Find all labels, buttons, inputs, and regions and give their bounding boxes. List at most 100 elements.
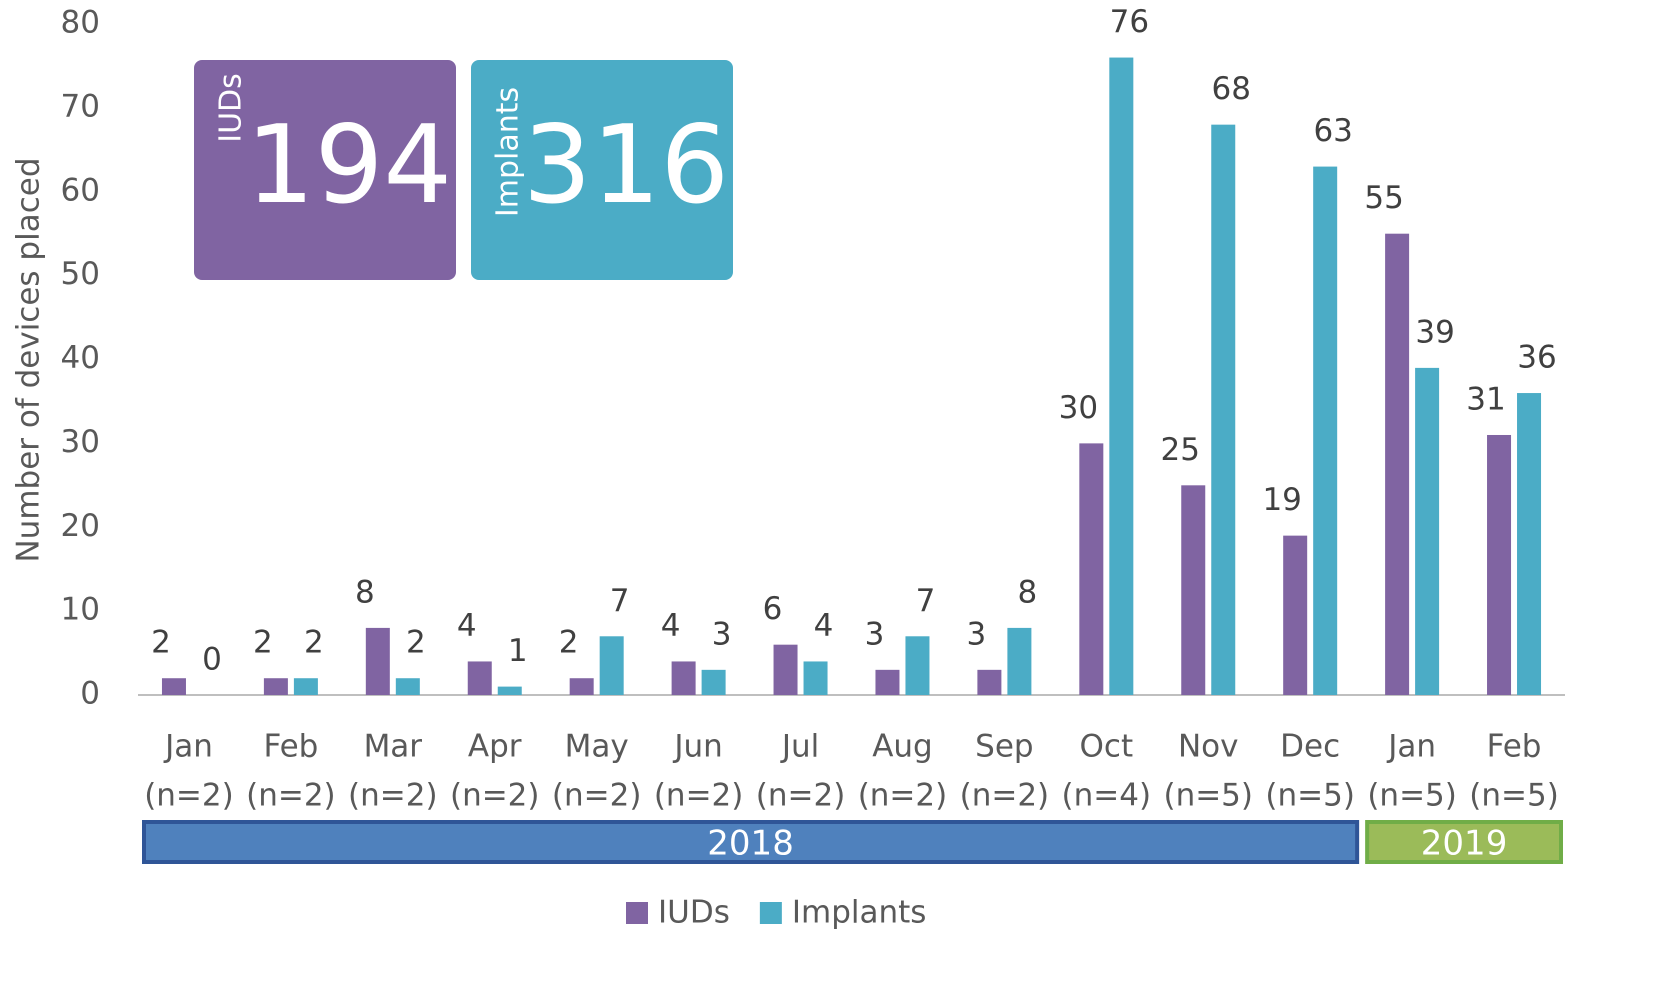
bar: [1517, 393, 1542, 695]
x-tick-label: (n=2): [246, 778, 336, 814]
x-tick-label: (n=4): [1062, 778, 1152, 814]
data-label: 4: [814, 608, 834, 644]
bar: [773, 644, 798, 695]
y-tick-label: 70: [61, 88, 100, 124]
bar: [161, 678, 186, 695]
legend-label: IUDs: [658, 895, 730, 931]
y-axis-label: Number of devices placed: [11, 157, 47, 562]
bar: [1079, 443, 1104, 695]
data-label: 3: [967, 616, 987, 652]
x-tick-label: Jul: [780, 729, 819, 765]
data-label: 4: [661, 608, 681, 644]
x-tick-label: Jan: [1386, 729, 1436, 765]
x-tick-label: (n=2): [348, 778, 438, 814]
year-bar: [1365, 820, 1563, 864]
x-tick-label: Oct: [1080, 729, 1134, 765]
legend-swatch: [759, 902, 782, 924]
x-tick-label: (n=2): [756, 778, 846, 814]
data-label: 2: [406, 625, 426, 661]
bar: [1385, 233, 1410, 695]
callout-label: Implants: [491, 87, 526, 217]
callout-value: 316: [523, 103, 729, 228]
bar: [1007, 627, 1032, 695]
bar: [569, 678, 594, 695]
bar: [1313, 166, 1338, 695]
y-tick-label: 50: [61, 256, 100, 292]
data-label: 36: [1517, 340, 1556, 376]
bar: [803, 661, 828, 695]
x-tick-label: (n=2): [858, 778, 948, 814]
bar: [497, 686, 522, 695]
x-tick-label: (n=5): [1163, 778, 1253, 814]
year-label: 2018: [707, 824, 794, 864]
data-label: 31: [1466, 381, 1505, 417]
data-label: 19: [1262, 482, 1301, 518]
data-label: 3: [865, 616, 885, 652]
x-tick-label: Sep: [975, 729, 1033, 765]
data-label: 8: [1018, 574, 1038, 610]
data-label: 2: [304, 625, 324, 661]
x-tick-label: (n=2): [144, 778, 234, 814]
data-label: 7: [916, 583, 936, 619]
data-label: 25: [1161, 432, 1200, 468]
callout-box: [194, 60, 456, 280]
y-tick-label: 80: [61, 5, 100, 41]
x-tick-label: Feb: [263, 729, 318, 765]
data-label: 30: [1059, 390, 1098, 426]
bar: [293, 678, 318, 695]
data-label: 2: [151, 625, 171, 661]
x-tick-label: (n=2): [654, 778, 744, 814]
y-tick-label: 20: [61, 508, 100, 544]
bar: [671, 661, 696, 695]
x-tick-label: (n=2): [960, 778, 1050, 814]
bar: [263, 678, 288, 695]
bar: [701, 669, 726, 695]
y-tick-label: 30: [61, 424, 100, 460]
bar: [1415, 367, 1440, 695]
data-label: 2: [559, 625, 579, 661]
bar: [1487, 434, 1512, 695]
y-tick-label: 40: [61, 340, 100, 376]
data-label: 68: [1212, 71, 1251, 107]
data-label: 7: [610, 583, 630, 619]
data-label: 3: [712, 616, 732, 652]
data-label: 4: [457, 608, 477, 644]
data-label: 39: [1415, 314, 1454, 350]
year-bar: [142, 820, 1360, 864]
bar: [1181, 485, 1206, 695]
x-tick-label: (n=5): [1265, 778, 1355, 814]
bar: [1109, 57, 1134, 696]
x-tick-label: Feb: [1487, 729, 1542, 765]
data-label: 2: [253, 625, 273, 661]
y-tick-label: 10: [61, 592, 100, 628]
bar: [467, 661, 492, 695]
x-tick-label: (n=5): [1367, 778, 1457, 814]
bar: [875, 669, 900, 695]
x-tick-label: Jun: [672, 729, 722, 765]
bar: [977, 669, 1002, 695]
y-tick-label: 60: [61, 172, 100, 208]
x-tick-label: Apr: [468, 729, 522, 765]
x-tick-label: Mar: [364, 729, 423, 765]
data-label: 63: [1313, 113, 1352, 149]
callout-box: [471, 60, 733, 280]
data-label: 0: [202, 642, 222, 678]
year-label: 2019: [1421, 824, 1508, 864]
data-label: 55: [1364, 180, 1403, 216]
bar: [1283, 535, 1308, 695]
bar: [1211, 124, 1236, 695]
callout-value: 194: [246, 103, 452, 228]
bar: [365, 627, 390, 695]
data-label: 1: [508, 633, 528, 669]
data-label: 76: [1110, 4, 1149, 40]
legend-label: Implants: [792, 895, 927, 931]
data-label: 6: [763, 591, 783, 627]
x-tick-label: (n=5): [1469, 778, 1559, 814]
y-tick-label: 0: [80, 676, 100, 712]
bar: [905, 636, 930, 695]
x-tick-label: (n=2): [552, 778, 642, 814]
x-tick-label: May: [565, 729, 629, 765]
bar: [395, 678, 420, 695]
legend-swatch: [626, 902, 648, 924]
